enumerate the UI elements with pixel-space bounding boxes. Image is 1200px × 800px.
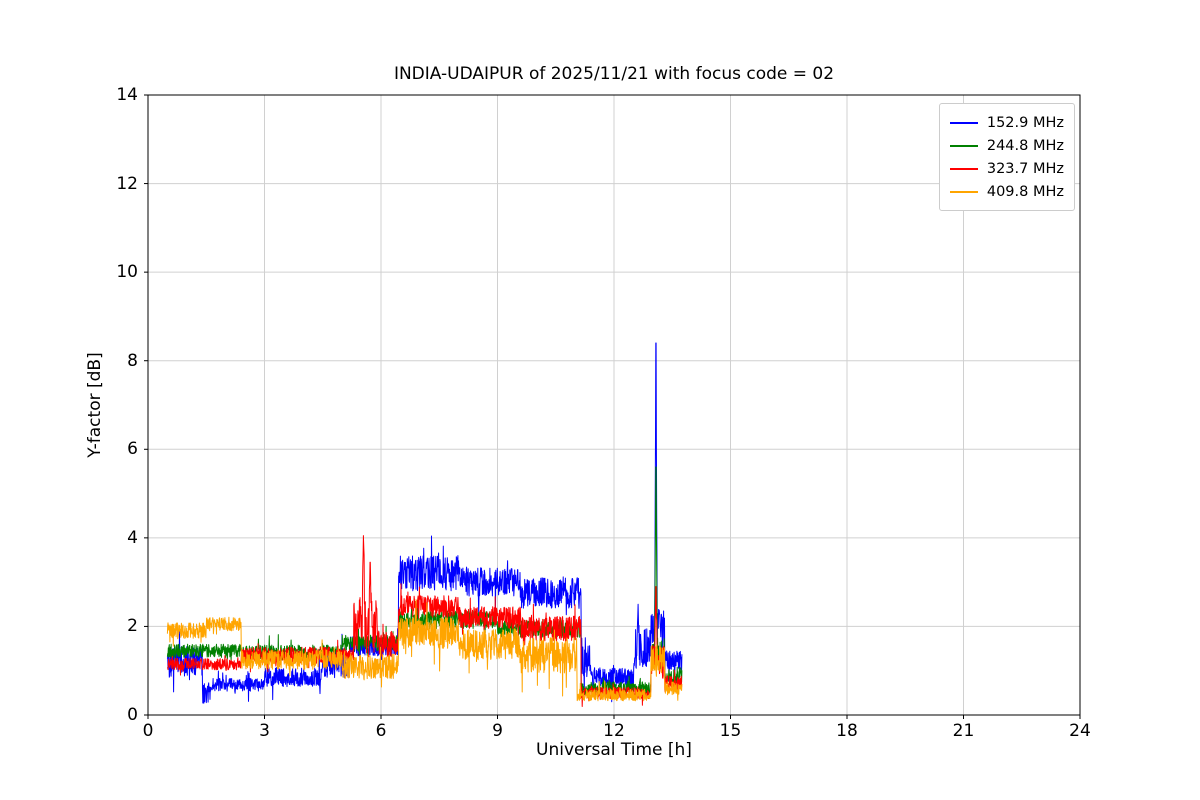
x-tick-label: 15 xyxy=(719,721,742,741)
series-line-152.9-mhz xyxy=(166,342,683,704)
x-tick-label: 3 xyxy=(259,721,270,741)
x-tick-label: 21 xyxy=(952,721,975,741)
chart-title: INDIA-UDAIPUR of 2025/11/21 with focus c… xyxy=(393,64,835,84)
legend-line-sample xyxy=(949,167,978,170)
legend-label: 244.8 MHz xyxy=(986,137,1064,154)
x-tick-label: 24 xyxy=(1069,721,1091,741)
legend-line-sample xyxy=(949,144,978,147)
x-tick-label: 6 xyxy=(375,721,387,741)
legend-line-sample xyxy=(949,190,978,193)
legend-label: 323.7 MHz xyxy=(986,160,1064,177)
legend-item: 244.8 MHz xyxy=(949,134,1064,157)
legend-item: 323.7 MHz xyxy=(949,157,1064,180)
x-tick-label: 18 xyxy=(836,721,858,741)
legend-label: 152.9 MHz xyxy=(986,114,1064,131)
legend-item: 409.8 MHz xyxy=(949,180,1064,203)
legend: 152.9 MHz 244.8 MHz 323.7 MHz 409.8 MHz xyxy=(938,103,1075,211)
legend-line-sample xyxy=(949,121,978,124)
series-line-409.8-mhz xyxy=(166,599,683,702)
x-tick-label: 9 xyxy=(492,721,503,741)
legend-item: 152.9 MHz xyxy=(949,111,1064,134)
legend-label: 409.8 MHz xyxy=(986,183,1064,200)
x-tick-label: 0 xyxy=(142,721,154,741)
y-tick-label: 12 xyxy=(116,173,138,194)
y-tick-label: 6 xyxy=(127,439,138,460)
y-tick-label: 0 xyxy=(127,705,138,725)
y-tick-label: 2 xyxy=(127,616,138,637)
y-tick-label: 10 xyxy=(116,262,138,283)
y-tick-label: 4 xyxy=(127,527,138,548)
y-tick-label: 14 xyxy=(116,85,138,105)
x-tick-label: 12 xyxy=(603,721,625,741)
x-axis-label: Universal Time [h] xyxy=(536,740,692,760)
y-tick-label: 8 xyxy=(127,350,138,371)
series-line-323.7-mhz xyxy=(166,535,683,707)
